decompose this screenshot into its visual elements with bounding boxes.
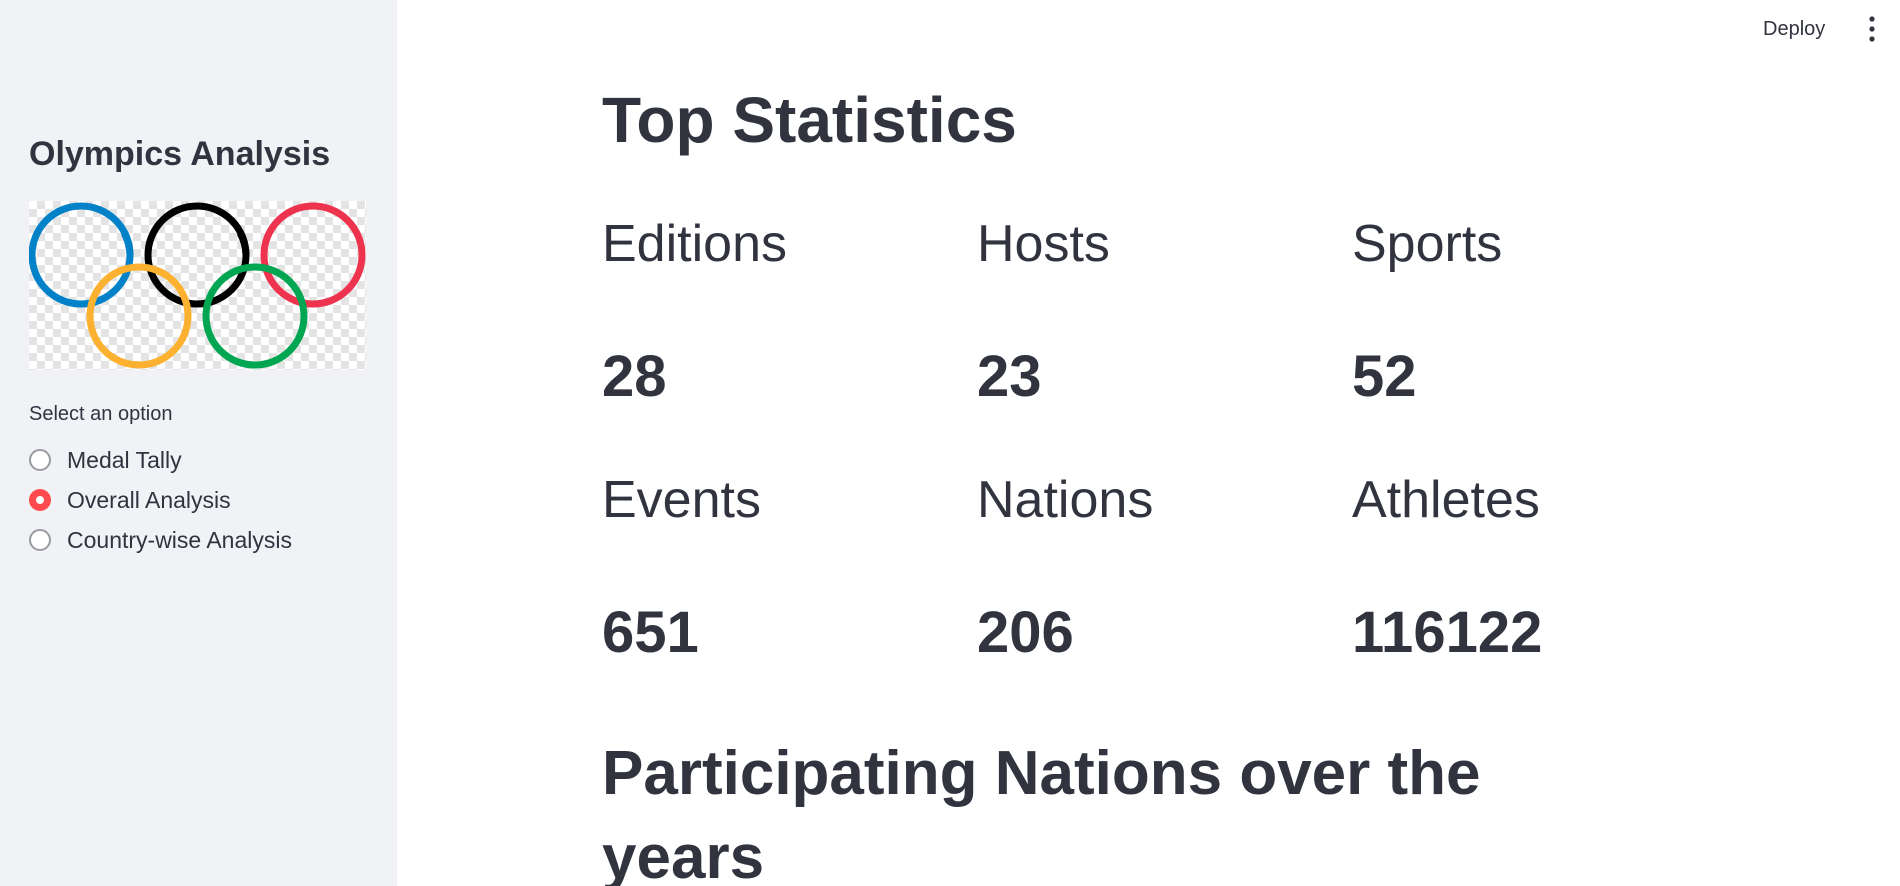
radio-button-selected[interactable]: [29, 489, 51, 511]
stat-label-hosts: Hosts: [977, 215, 1110, 273]
page-title: Top Statistics: [602, 84, 1017, 156]
section-title: Participating Nations over the years: [602, 739, 1481, 886]
radio-option-label: Country-wise Analysis: [67, 526, 292, 553]
stat-value-events: 651: [602, 600, 699, 665]
stat-label-nations: Nations: [977, 471, 1154, 529]
stat-value-hosts: 23: [977, 344, 1042, 409]
radio-button-unselected[interactable]: [29, 529, 51, 551]
radio-option-country-wise-analysis[interactable]: Country-wise Analysis: [29, 520, 369, 560]
radio-option-overall-analysis[interactable]: Overall Analysis: [29, 480, 369, 520]
sidebar: Olympics Analysis Select an option Medal…: [0, 0, 397, 886]
stat-value-sports: 52: [1352, 344, 1417, 409]
sidebar-title: Olympics Analysis: [29, 135, 331, 173]
stat-value-editions: 28: [602, 344, 667, 409]
analysis-radio-group: Medal Tally Overall Analysis Country-wis…: [29, 440, 369, 560]
stat-label-sports: Sports: [1352, 215, 1503, 273]
radio-option-label: Overall Analysis: [67, 486, 231, 513]
radio-button-unselected[interactable]: [29, 449, 51, 471]
stat-label-events: Events: [602, 471, 761, 529]
radio-option-label: Medal Tally: [67, 446, 182, 473]
olympic-rings-icon: [29, 202, 366, 369]
olympic-rings-logo: [29, 201, 366, 370]
stat-label-editions: Editions: [602, 215, 787, 273]
deploy-button[interactable]: Deploy: [1763, 18, 1826, 40]
stat-value-nations: 206: [977, 600, 1074, 665]
stat-label-athletes: Athletes: [1352, 471, 1540, 529]
more-vertical-icon[interactable]: [1862, 14, 1882, 44]
radio-group-label: Select an option: [29, 403, 173, 425]
radio-option-medal-tally[interactable]: Medal Tally: [29, 440, 369, 480]
stat-value-athletes: 116122: [1352, 600, 1543, 665]
